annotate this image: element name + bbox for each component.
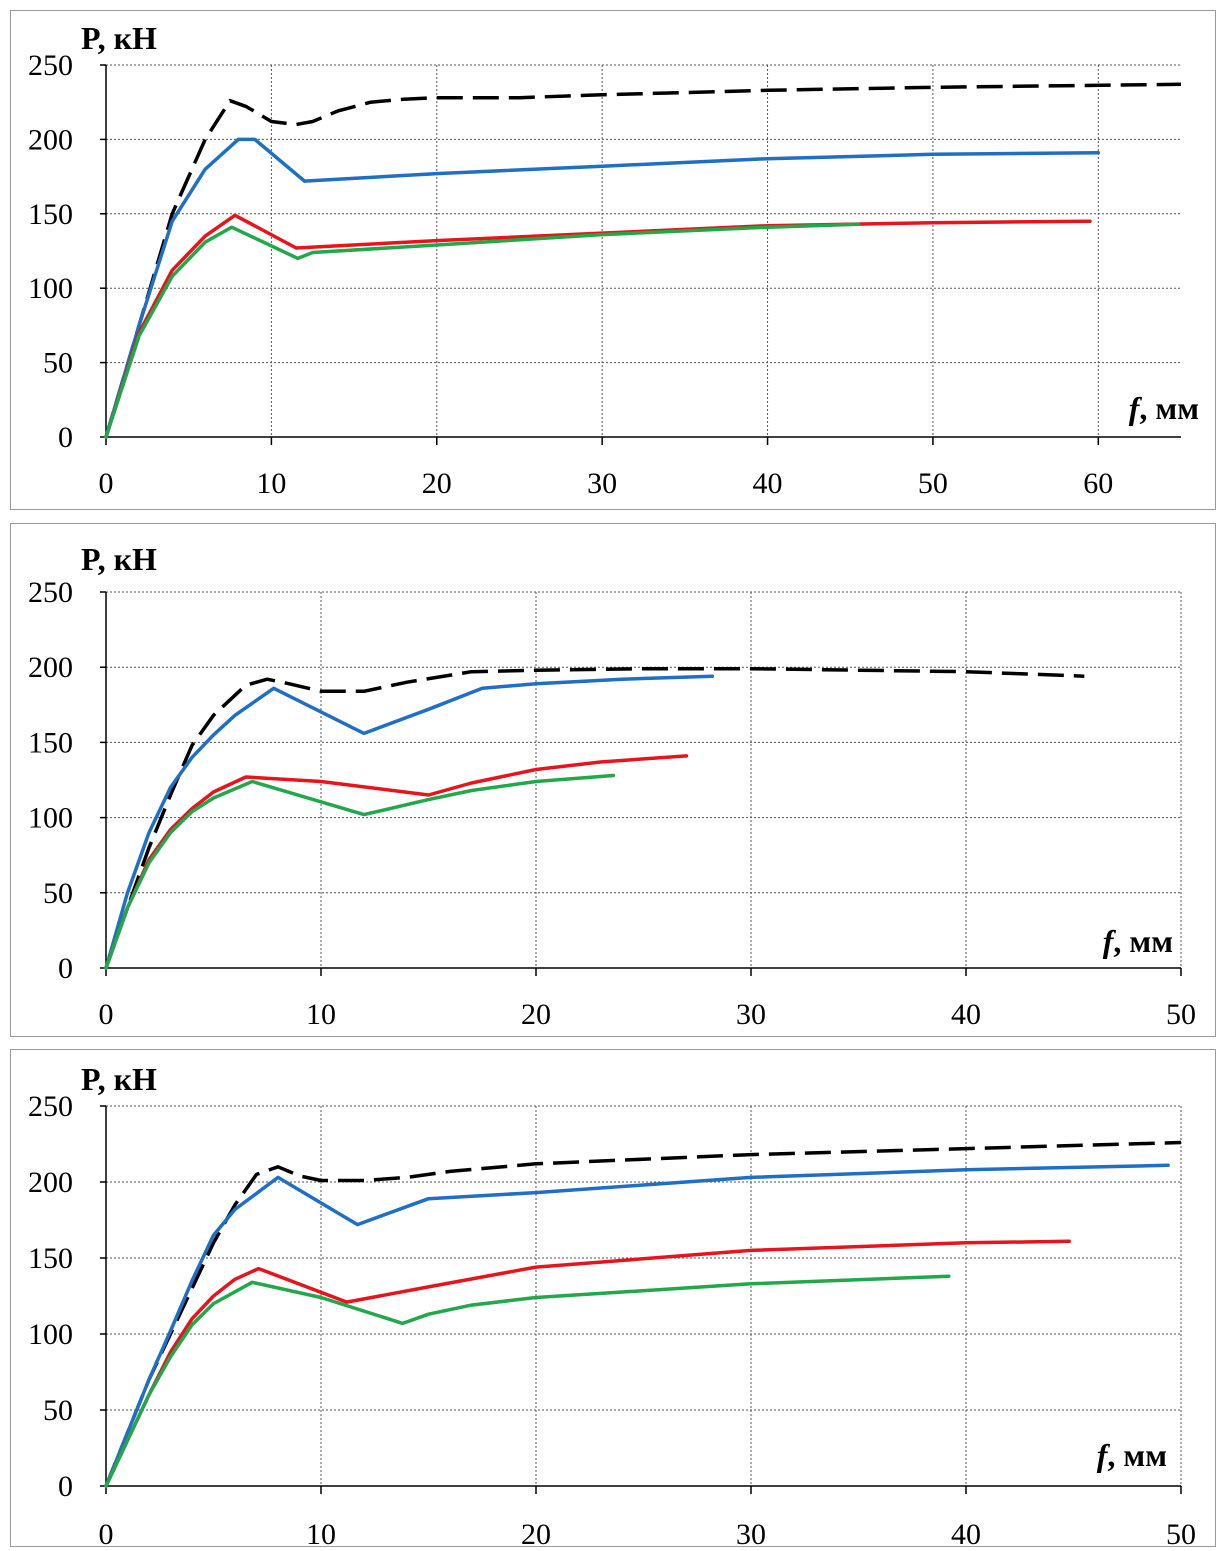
x-tick-label: 40 [753,467,783,500]
x-tick-label: 0 [99,467,114,500]
x-tick-label: 40 [951,1518,981,1546]
x-tick-label: 30 [736,998,766,1031]
y-tick-label: 150 [28,726,73,759]
series-line-1 [104,1140,1182,1487]
y-tick-label: 200 [28,651,73,684]
y-axis-title: P, кН [81,1061,157,1097]
x-tick-label: 20 [422,467,452,500]
y-tick-label: 250 [28,49,73,82]
y-tick-label: 200 [28,123,73,156]
y-tick-label: 250 [28,1090,73,1123]
y-axis-title: P, кН [81,20,157,56]
y-tick-label: 150 [28,198,73,231]
x-tick-label: 10 [256,467,286,500]
series-line-3 [104,754,689,970]
y-axis-title: P, кН [81,541,157,577]
x-tick-label: 50 [918,467,948,500]
y-tick-label: 150 [28,1242,73,1275]
y-tick-label: 100 [28,1318,73,1351]
grid [106,64,1181,437]
y-tick-label: 0 [58,421,73,454]
grid [106,1105,1182,1486]
x-axis-title: f, мм [1097,1437,1167,1473]
x-tick-label: 10 [306,1518,336,1546]
x-axis-title-unit: , мм [1107,1437,1167,1473]
series-line-4 [104,222,861,439]
x-tick-label: 10 [306,998,336,1031]
series-line-1 [104,82,1182,438]
x-tick-label: 0 [99,1518,114,1546]
series-line-4 [104,1274,951,1488]
y-tick-label: 0 [58,952,73,985]
y-tick-label: 200 [28,1166,73,1199]
series-line-2 [104,137,1101,439]
x-axis-title-unit: , мм [1113,923,1173,959]
y-tick-label: 50 [43,877,73,910]
x-tick-label: 20 [521,998,551,1031]
x-axis-title-variable: f [1129,390,1143,426]
series-line-2 [104,674,715,970]
x-tick-label: 0 [99,998,114,1031]
x-axis-title: f, мм [1129,390,1199,426]
y-tick-label: 50 [43,347,73,380]
y-tick-label: 250 [28,576,73,609]
x-tick-label: 60 [1083,467,1113,500]
series-line-1 [104,666,1085,969]
series-line-3 [104,213,1092,439]
x-axis-title-variable: f [1103,923,1117,959]
x-axis-title-unit: , мм [1139,390,1199,426]
x-tick-label: 20 [521,1518,551,1546]
x-tick-label: 50 [1166,998,1196,1031]
x-axis-title: f, мм [1103,923,1173,959]
x-tick-label: 30 [587,467,617,500]
series-line-2 [104,1163,1170,1488]
series-line-4 [104,773,616,970]
x-axis-title-variable: f [1097,1437,1111,1473]
chart-panel-1: 0 10 20 30 40 50 60 0 50 100 150 200 250 P, кН f, мм [10,10,1216,510]
chart-panel-3: 0 10 20 30 40 50 0 50 100 150 200 250 P, кН f, мм [10,1049,1216,1547]
x-tick-label: 50 [1166,1518,1196,1546]
chart-panel-2: 0 10 20 30 40 50 0 50 100 150 200 250 P, кН f, мм [10,523,1216,1037]
y-tick-label: 50 [43,1394,73,1427]
y-tick-label: 0 [58,1470,73,1503]
x-tick-label: 30 [736,1518,766,1546]
x-tick-label: 40 [951,998,981,1031]
y-tick-label: 100 [28,272,73,305]
y-tick-label: 100 [28,802,73,835]
